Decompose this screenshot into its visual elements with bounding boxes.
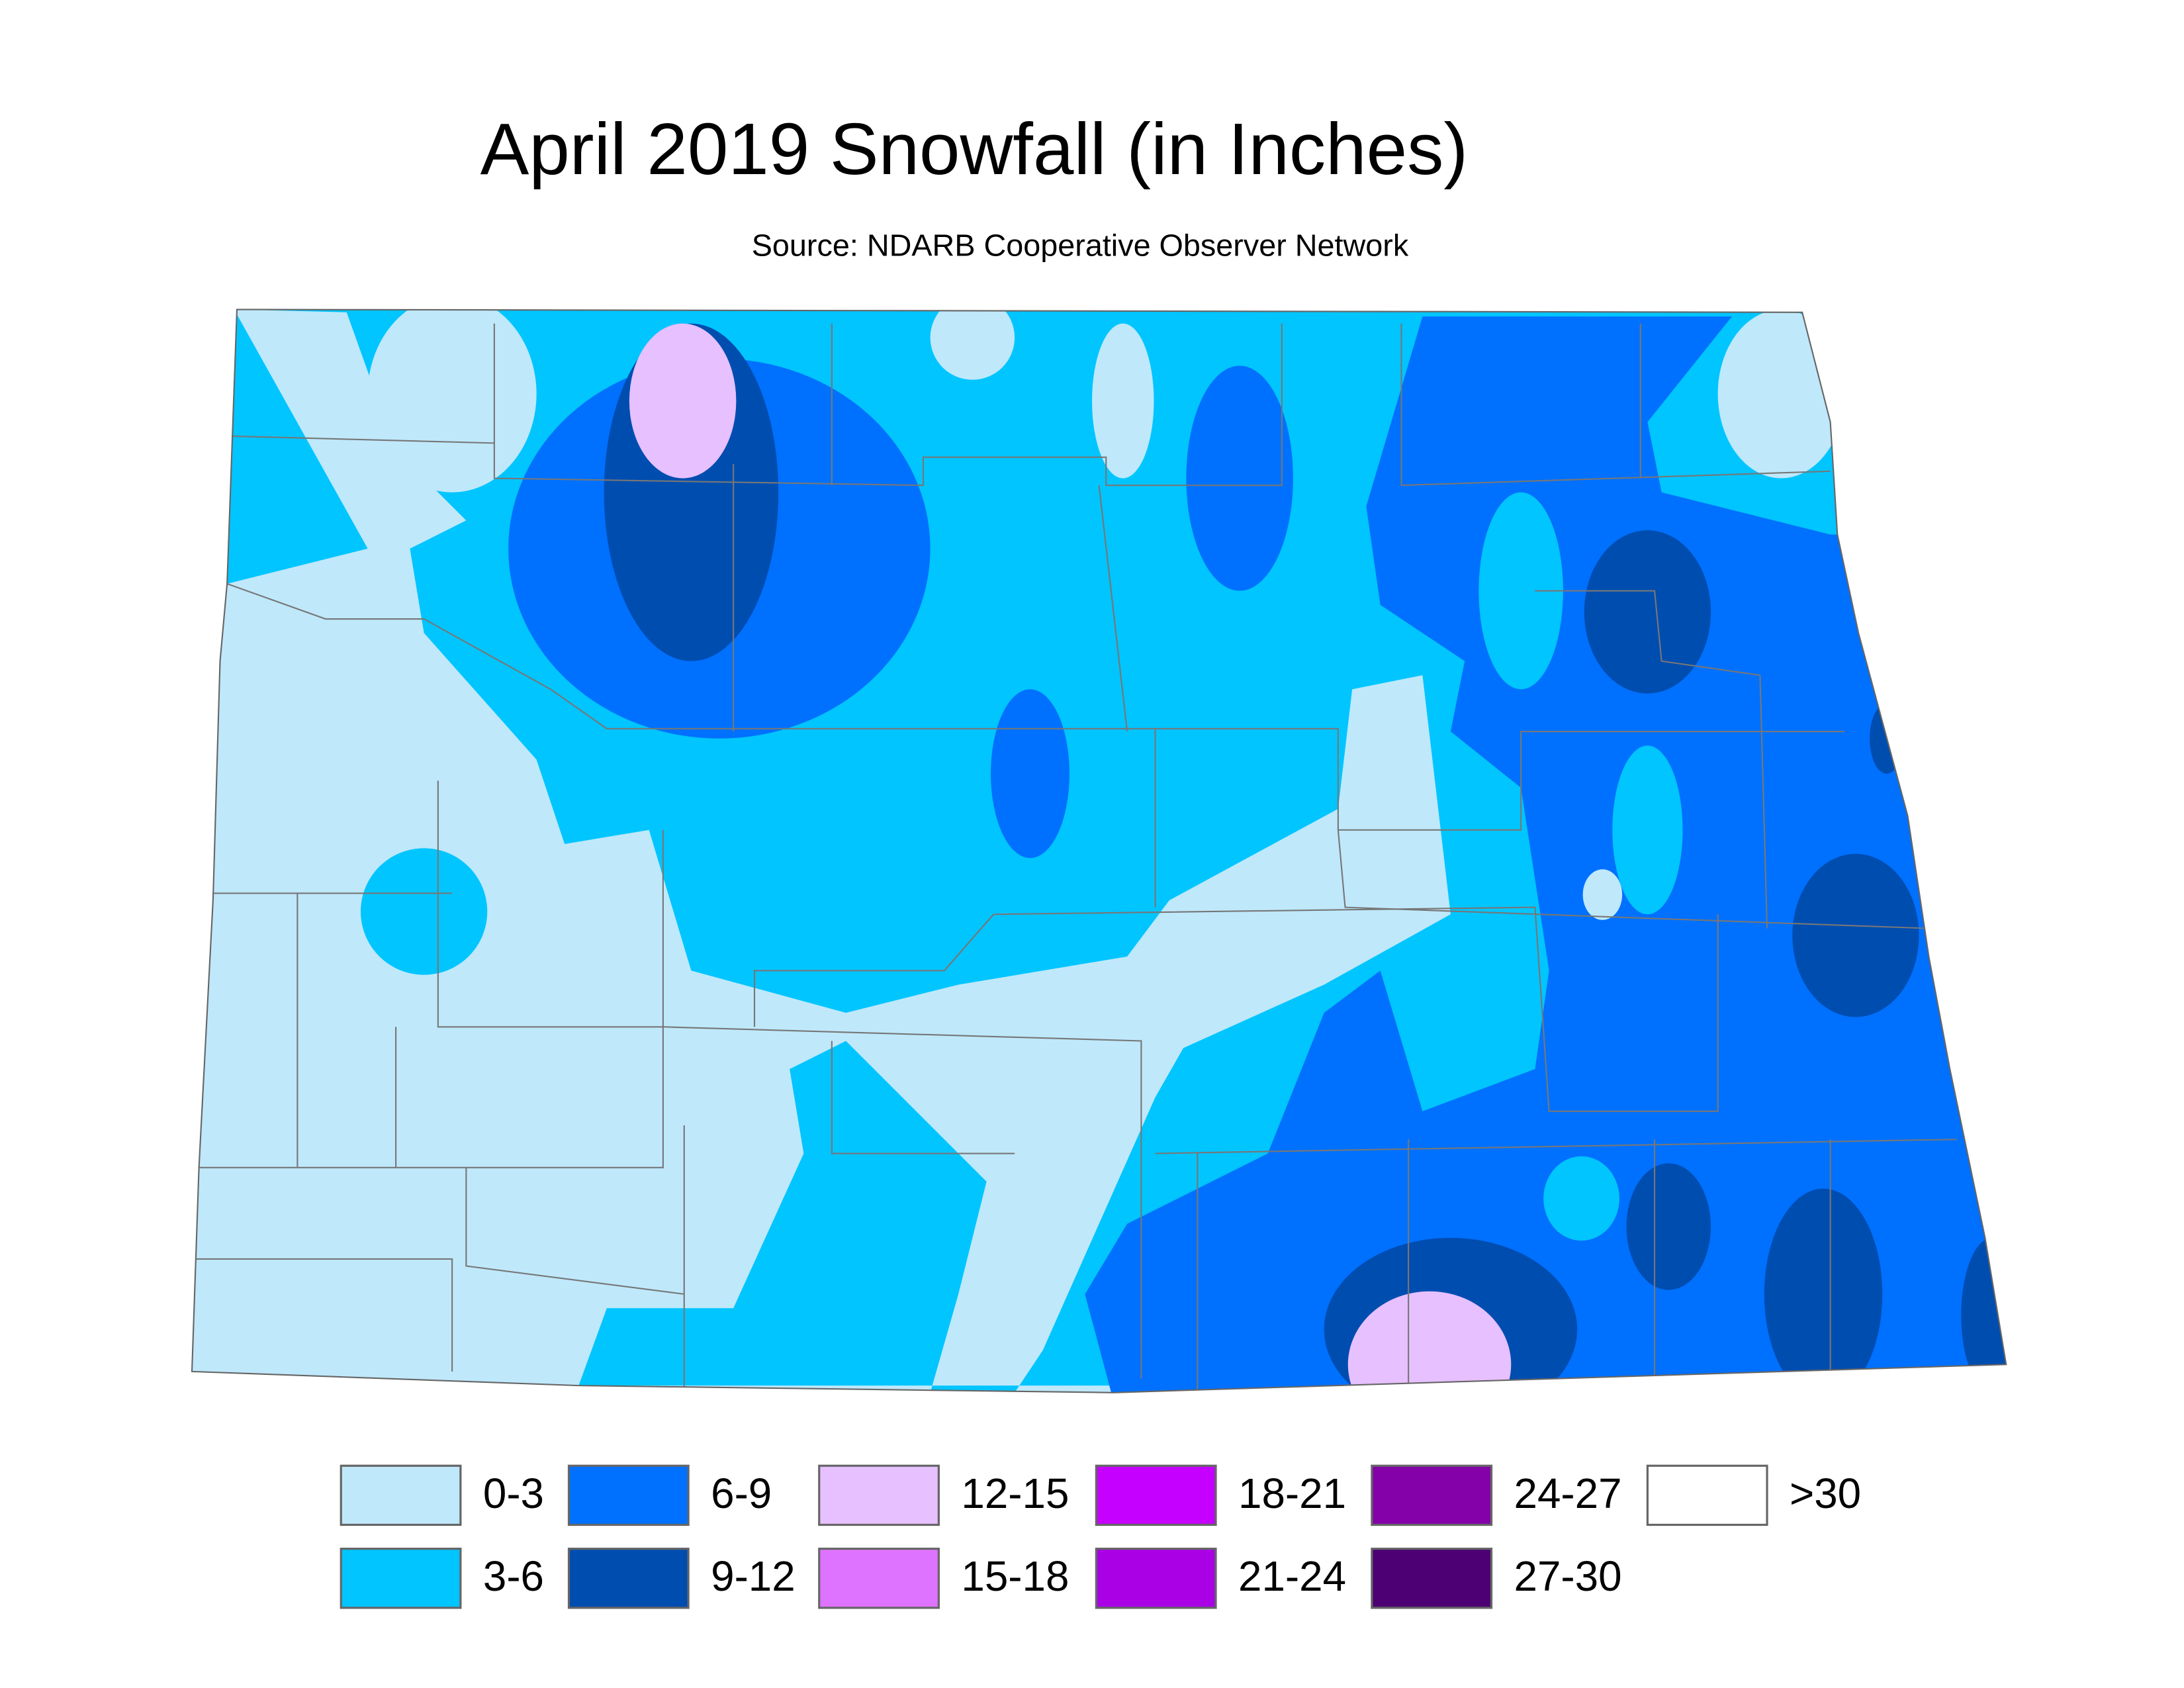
zone: [1961, 1238, 2007, 1393]
zone: [930, 309, 1015, 380]
legend-swatch: [1371, 1464, 1493, 1526]
zone: [1479, 492, 1563, 690]
zone: [367, 309, 537, 492]
zone: [629, 323, 737, 479]
zone: [1092, 323, 1154, 479]
zone: [1792, 853, 1919, 1017]
legend-swatch: [818, 1548, 940, 1609]
legend-label: 24-27: [1514, 1470, 1622, 1517]
zone: [1626, 1163, 1711, 1290]
legend-swatch: [818, 1464, 940, 1526]
legend-label: 27-30: [1514, 1552, 1622, 1600]
zone: [1347, 1291, 1512, 1393]
state-outline: [191, 308, 2007, 1393]
legend-swatch: [340, 1548, 462, 1609]
zone: [1186, 365, 1293, 591]
zone: [991, 689, 1069, 859]
legend-swatch: [1646, 1464, 1768, 1526]
zone: [1582, 869, 1623, 920]
legend-swatch: [567, 1548, 690, 1609]
map-title: April 2019 Snowfall (in Inches): [480, 109, 1469, 190]
zone: [1764, 1188, 1883, 1393]
legend-swatch: [1095, 1464, 1217, 1526]
legend-label: >30: [1790, 1470, 1861, 1517]
legend-label: 12-15: [961, 1470, 1069, 1517]
legend: 0-3 3-6 6-9 9-12 12-15 15-18 18-21 21-24 24-27 27…: [340, 1464, 1861, 1609]
legend-label: 3-6: [483, 1552, 544, 1600]
zone: [361, 848, 488, 975]
county-lines: [192, 323, 1957, 1393]
legend-label: 6-9: [711, 1470, 772, 1517]
zone: [1543, 1156, 1619, 1241]
legend-label: 21-24: [1238, 1552, 1346, 1600]
legend-label: 9-12: [711, 1552, 796, 1600]
legend-swatch: [340, 1464, 462, 1526]
zone: [1717, 309, 1844, 479]
legend-label: 0-3: [483, 1470, 544, 1517]
legend-label: 18-21: [1238, 1470, 1346, 1517]
map-source: Source: NDARB Cooperative Observer Netwo…: [752, 228, 1409, 262]
zone: [1085, 316, 2007, 1393]
zone: [1584, 530, 1711, 694]
legend-swatch: [1095, 1548, 1217, 1609]
legend-label: 15-18: [961, 1552, 1069, 1600]
legend-swatch: [1371, 1548, 1493, 1609]
snowfall-zones: [192, 309, 2007, 1393]
zone: [1612, 745, 1683, 915]
legend-swatch: [567, 1464, 690, 1526]
